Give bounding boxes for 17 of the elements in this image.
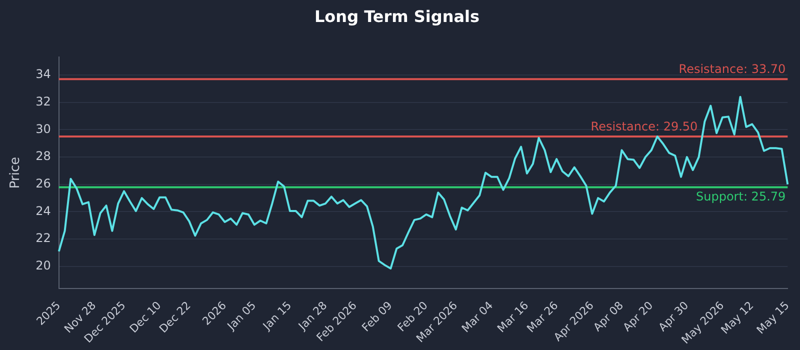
y-tick-label: 20 xyxy=(36,258,51,273)
x-tick-label: Jan 15 xyxy=(260,298,294,334)
y-tick-label: 22 xyxy=(36,231,51,246)
chart-title: Long Term Signals xyxy=(314,6,480,26)
y-tick-label: 32 xyxy=(36,94,51,108)
y-tick-label: 28 xyxy=(36,149,51,164)
x-tick-label: Mar 04 xyxy=(459,298,496,336)
x-tick-label: Jan 05 xyxy=(224,298,259,334)
y-tick-label: 26 xyxy=(36,176,51,191)
x-tick-label: Feb 09 xyxy=(359,298,395,334)
ref-line-label: Resistance: 29.50 xyxy=(590,120,698,134)
y-tick-label: 30 xyxy=(36,122,51,136)
ref-line-label: Resistance: 33.70 xyxy=(678,62,786,76)
ref-line-label: Support: 25.79 xyxy=(696,189,786,204)
y-tick-label: 24 xyxy=(36,204,51,218)
y-tick-label: 34 xyxy=(36,67,51,82)
y-axis-title: Price xyxy=(8,156,24,189)
